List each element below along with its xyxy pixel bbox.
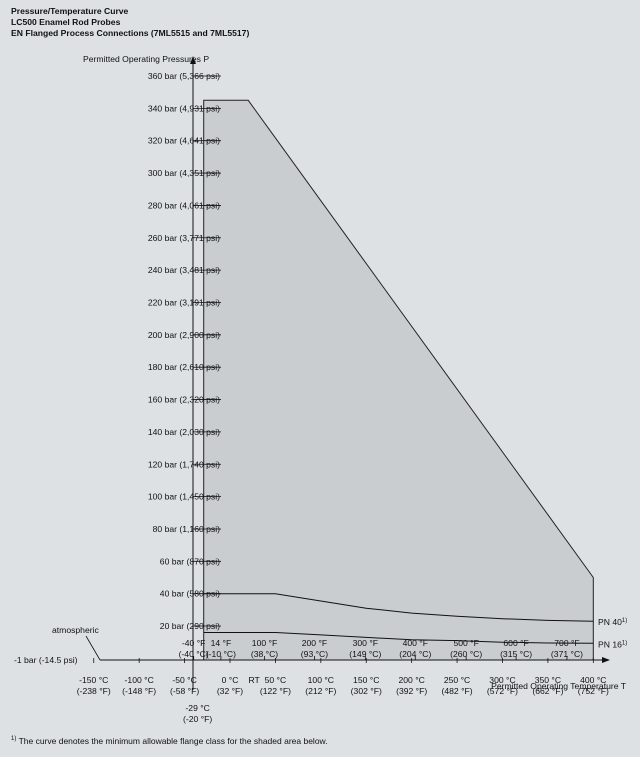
x-axis-arrow [602,657,610,663]
x-tick-label-celsius-f: (752 °F) [578,686,609,696]
x-tick-label-celsius: -50 °C [172,675,196,685]
x-tick-label-celsius-f: (572 °F) [487,686,518,696]
x-tick-label-fahrenheit-c: (260 °C) [450,649,482,659]
x-tick-label-celsius: 400 °C [580,675,606,685]
x-tick-label-fahrenheit-c: (315 °C) [500,649,532,659]
y-tick-label: 60 bar (870 psi) [160,556,220,566]
x-tick-label-celsius-f: (32 °F) [217,686,243,696]
y-tick-label: 140 bar (2,030 psi) [148,427,220,437]
x-tick-label-fahrenheit: 500 °F [453,638,478,648]
x-tick-label-celsius: 300 °C [489,675,515,685]
x-tick-label-fahrenheit: 14 °F [211,638,232,648]
x-tick-label-celsius-f: (-58 °F) [170,686,199,696]
x-tick-label-fahrenheit-c: (-40 °C) [179,649,209,659]
x-tick-label-fahrenheit: 100 °F [252,638,277,648]
series-line-pn-16 [203,632,594,644]
x-tick-label-celsius: 100 °C [308,675,334,685]
y-tick-label: 260 bar (3,771 psi) [148,233,220,243]
y-axis-title: Permitted Operating Pressures P [83,54,209,64]
x-tick-label-celsius-f: (122 °F) [260,686,291,696]
y-tick-label: -1 bar (-14.5 psi) [14,655,78,665]
x-tick-label-fahrenheit-c: (371 °C) [551,649,583,659]
chart-subtitle-connections: EN Flanged Process Connections (7ML5515 … [11,28,250,38]
x-tick-label-celsius-f: (-148 °F) [122,686,156,696]
x-tick-label-celsius: 350 °C [535,675,561,685]
y-tick-label: 100 bar (1,450 psi) [148,492,220,502]
y-tick-label: 240 bar (3,481 psi) [148,265,220,275]
y-tick-label: 360 bar (5,366 psi) [148,71,220,81]
chart-title: Pressure/Temperature Curve [11,6,129,16]
x-axis-title: Permitted Operating Temperature T [491,681,627,691]
series-label: PN 161) [598,639,627,649]
y-tick-label: 40 bar (580 psi) [160,589,220,599]
x-tick-label-fahrenheit-c: (149 °C) [349,649,381,659]
series-label: PN 401) [598,617,627,627]
x-tick-label-celsius: 0 °C [222,675,239,685]
y-tick-label: 280 bar (4,061 psi) [148,200,220,210]
footnote: 1) The curve denotes the minimum allowab… [11,736,328,746]
atmospheric-leader [85,635,101,661]
x-tick-label-celsius: -100 °C [125,675,154,685]
y-tick-label: 200 bar (2,900 psi) [148,330,220,340]
atmospheric-label: atmospheric [52,625,100,635]
x-tick-label-celsius: 50 °C [265,675,287,685]
y-tick-label: 160 bar (2,320 psi) [148,395,220,405]
chart-subtitle-product: LC500 Enamel Rod Probes [11,17,121,27]
x-tick-label-fahrenheit-c: (38 °C) [251,649,278,659]
series-line-pn-40 [203,593,594,622]
x-tick-label-celsius: 150 °C [353,675,379,685]
x-tick-label-celsius: 250 °C [444,675,470,685]
min-temp-label-f: (-20 °F) [183,714,212,724]
x-tick-label-celsius-f: (482 °F) [442,686,473,696]
x-tick-label-celsius-f: (662 °F) [532,686,563,696]
x-tick-label-celsius-f: (212 °F) [305,686,336,696]
x-tick-label-celsius: 200 °C [398,675,424,685]
y-tick-label: 300 bar (4,351 psi) [148,168,220,178]
footnote-text: The curve denotes the minimum allowable … [18,736,328,746]
x-tick-label-fahrenheit: 200 °F [302,638,327,648]
x-tick-label-celsius-f: (-238 °F) [77,686,111,696]
rt-label: RT [249,675,261,685]
x-tick-label-fahrenheit-c: (204 °C) [399,649,431,659]
x-tick-label-fahrenheit: 600 °F [503,638,528,648]
x-tick-label-fahrenheit: 300 °F [353,638,378,648]
chart-title-block: Pressure/Temperature Curve LC500 Enamel … [11,6,249,39]
min-temp-label: -29 °C [185,703,209,713]
y-tick-label: 180 bar (2,610 psi) [148,362,220,372]
x-tick-label-fahrenheit-c: (93 °C) [301,649,328,659]
x-tick-label-fahrenheit: -40 °F [182,638,206,648]
y-tick-label: 320 bar (4,641 psi) [148,136,220,146]
y-axis-arrow [190,56,196,64]
y-tick-label: 340 bar (4,931 psi) [148,103,220,113]
x-tick-label-celsius: -150 °C [79,675,108,685]
x-tick-label-fahrenheit-c: (-10 °C) [206,649,236,659]
y-tick-label: 220 bar (3,191 psi) [148,297,220,307]
y-tick-label: 80 bar (1,160 psi) [153,524,220,534]
shaded-permitted-region [203,99,594,661]
x-tick-label-celsius-f: (302 °F) [351,686,382,696]
y-tick-label: 20 bar (290 psi) [160,621,220,631]
footnote-mark: 1) [11,736,17,743]
x-tick-label-fahrenheit: 400 °F [403,638,428,648]
y-tick-label: 120 bar (1,740 psi) [148,459,220,469]
x-tick-label-celsius-f: (392 °F) [396,686,427,696]
